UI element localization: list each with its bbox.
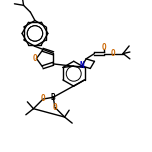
Text: N: N xyxy=(80,61,84,71)
Text: O: O xyxy=(32,54,37,63)
Text: O: O xyxy=(52,103,57,112)
Text: O: O xyxy=(41,94,46,103)
Text: O: O xyxy=(111,49,116,58)
Text: O: O xyxy=(101,43,106,52)
Text: B: B xyxy=(51,93,55,102)
